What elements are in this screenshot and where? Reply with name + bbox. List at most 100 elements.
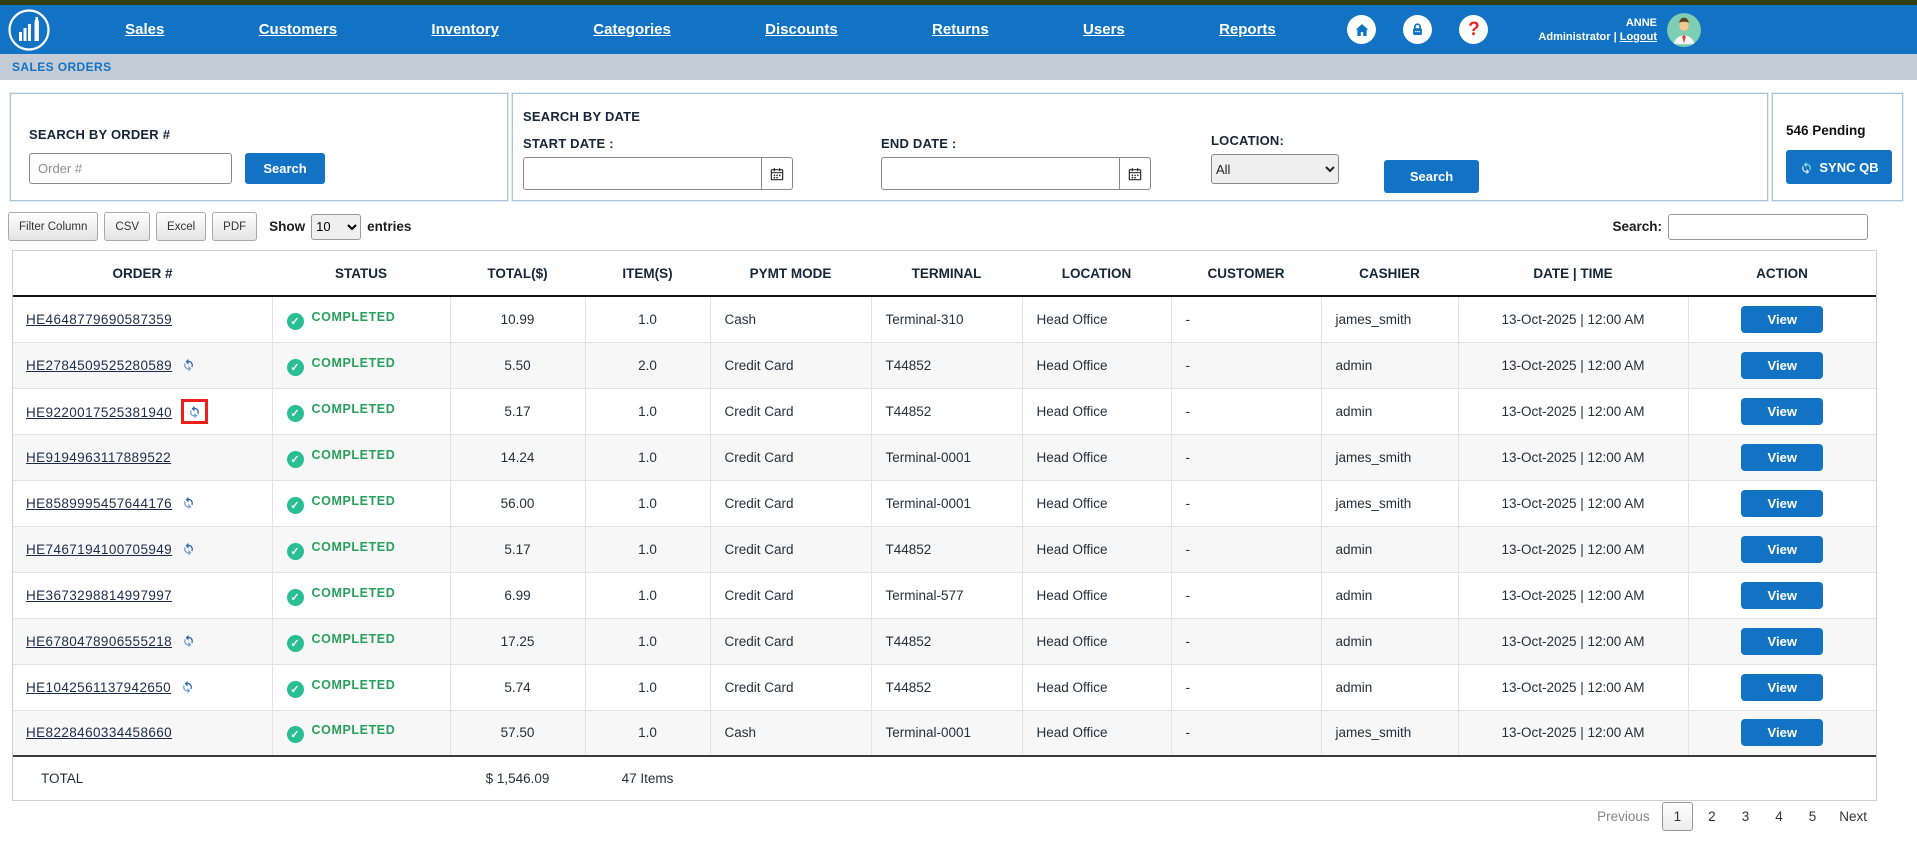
datetime-cell: 13-Oct-2025 | 12:00 AM	[1458, 480, 1689, 527]
view-button[interactable]: View	[1741, 627, 1824, 655]
user-role: Administrator	[1538, 30, 1611, 43]
column-header[interactable]: CUSTOMER	[1171, 251, 1321, 297]
view-button[interactable]: View	[1741, 351, 1824, 379]
total-row: TOTAL $ 1,546.09 47 Items	[13, 755, 1876, 800]
pagination-previous[interactable]: Previous	[1597, 809, 1650, 824]
table-row: HE2784509525280589 ✓ COMPLETED 5.50 2.0 C…	[13, 342, 1876, 389]
order-search-button[interactable]: Search	[245, 153, 325, 184]
column-header[interactable]: STATUS	[272, 251, 450, 297]
nav-item-sales[interactable]: Sales	[125, 21, 165, 38]
pagination-next[interactable]: Next	[1839, 809, 1867, 824]
column-header[interactable]: ORDER #	[13, 251, 272, 297]
pagination-page-2[interactable]: 2	[1708, 809, 1716, 824]
nav-item-returns[interactable]: Returns	[932, 21, 989, 38]
top-navbar: Sales Customers Inventory Categories Discoun…	[0, 5, 1917, 54]
nav-item-discounts[interactable]: Discounts	[765, 21, 838, 38]
app-logo-icon[interactable]	[8, 8, 50, 51]
order-link[interactable]: HE9194963117889522	[26, 449, 172, 465]
pagination-page-4[interactable]: 4	[1775, 809, 1783, 824]
table-search-input[interactable]	[1668, 213, 1868, 240]
pdf-export-button[interactable]: PDF	[212, 212, 258, 241]
location-select[interactable]: All	[1211, 154, 1339, 184]
order-number-input[interactable]	[29, 153, 232, 184]
order-link[interactable]: HE2784509525280589	[26, 358, 173, 373]
action-cell: View	[1688, 710, 1876, 757]
row-sync-icon[interactable]	[181, 541, 196, 556]
filter-column-button[interactable]: Filter Column	[8, 212, 99, 241]
nav-item-categories[interactable]: Categories	[593, 21, 671, 38]
status-text: COMPLETED	[311, 585, 396, 600]
end-date-input[interactable]	[881, 157, 1119, 190]
order-link[interactable]: HE7467194100705949	[26, 542, 173, 557]
total-cell: 17.25	[450, 618, 586, 665]
status-cell: ✓ COMPLETED	[272, 526, 451, 573]
location-cell: Head Office	[1022, 664, 1172, 711]
view-button[interactable]: View	[1741, 305, 1824, 333]
pagination-page-3[interactable]: 3	[1741, 809, 1750, 824]
row-sync-icon[interactable]	[181, 357, 196, 372]
cashier-cell: james_smith	[1321, 434, 1459, 481]
order-link[interactable]: HE1042561137942650	[26, 680, 172, 695]
customer-cell: -	[1171, 618, 1322, 665]
user-avatar[interactable]	[1667, 12, 1701, 47]
end-date-calendar-icon[interactable]	[1119, 157, 1151, 190]
start-date-input[interactable]	[523, 157, 761, 190]
date-search-button[interactable]: Search	[1384, 160, 1479, 193]
logout-link[interactable]: Logout	[1619, 30, 1657, 43]
view-button[interactable]: View	[1741, 581, 1824, 609]
view-button[interactable]: View	[1741, 489, 1824, 517]
pymt-mode-cell: Cash	[710, 710, 872, 757]
row-sync-icon[interactable]	[181, 633, 196, 648]
order-link[interactable]: HE6780478906555218	[26, 634, 173, 649]
start-date-calendar-icon[interactable]	[761, 157, 793, 190]
pagination-page-5[interactable]: 5	[1808, 809, 1817, 824]
column-header[interactable]: TERMINAL	[871, 251, 1022, 297]
column-header[interactable]: LOCATION	[1022, 251, 1171, 297]
orders-tbody: HE4648779690587359 ✓ COMPLETED 10.99 1.0 …	[13, 296, 1876, 757]
pagination-page-1[interactable]: 1	[1661, 802, 1694, 831]
check-circle-icon: ✓	[286, 588, 304, 606]
location-label: LOCATION:	[1211, 133, 1285, 148]
datetime-cell: 13-Oct-2025 | 12:00 AM	[1458, 388, 1689, 435]
column-header[interactable]: PYMT MODE	[710, 251, 871, 297]
order-link[interactable]: HE8228460334458660	[26, 725, 173, 741]
status-cell: ✓ COMPLETED	[272, 388, 451, 435]
view-button[interactable]: View	[1741, 673, 1824, 701]
view-button[interactable]: View	[1741, 397, 1824, 425]
items-cell: 1.0	[585, 664, 711, 711]
action-cell: View	[1688, 526, 1876, 573]
order-link[interactable]: HE3673298814997997	[26, 587, 173, 603]
view-button[interactable]: View	[1741, 719, 1824, 747]
footer-spacer	[710, 755, 1876, 800]
order-cell: HE7467194100705949	[13, 526, 273, 573]
action-cell: View	[1688, 342, 1876, 389]
total-cell: 5.17	[450, 526, 586, 573]
column-header[interactable]: DATE | TIME	[1458, 251, 1688, 297]
help-icon[interactable]: ?	[1459, 15, 1489, 44]
action-cell: View	[1688, 434, 1876, 481]
nav-item-customers[interactable]: Customers	[258, 21, 338, 38]
row-sync-icon[interactable]	[181, 495, 196, 510]
lock-icon[interactable]	[1403, 15, 1433, 44]
sync-qb-button[interactable]: SYNC QB	[1786, 150, 1892, 184]
page-size-select[interactable]: 10	[311, 213, 362, 240]
column-header[interactable]: TOTAL($)	[450, 251, 585, 297]
row-sync-icon[interactable]	[180, 398, 208, 424]
order-link[interactable]: HE9220017525381940	[26, 404, 173, 420]
csv-export-button[interactable]: CSV	[104, 212, 151, 241]
view-button[interactable]: View	[1741, 535, 1824, 563]
excel-export-button[interactable]: Excel	[156, 212, 207, 241]
column-header[interactable]: ACTION	[1688, 251, 1876, 297]
nav-item-reports[interactable]: Reports	[1219, 21, 1276, 38]
customer-cell: -	[1171, 664, 1322, 711]
nav-item-inventory[interactable]: Inventory	[431, 21, 499, 38]
order-link[interactable]: HE4648779690587359	[26, 311, 173, 327]
home-icon[interactable]	[1347, 15, 1377, 44]
order-link[interactable]: HE8589995457644176	[26, 496, 173, 511]
column-header[interactable]: CASHIER	[1321, 251, 1458, 297]
column-header[interactable]: ITEM(S)	[585, 251, 710, 297]
items-cell: 1.0	[585, 618, 711, 665]
nav-item-users[interactable]: Users	[1083, 21, 1125, 38]
row-sync-icon[interactable]	[180, 679, 195, 694]
view-button[interactable]: View	[1741, 443, 1824, 471]
